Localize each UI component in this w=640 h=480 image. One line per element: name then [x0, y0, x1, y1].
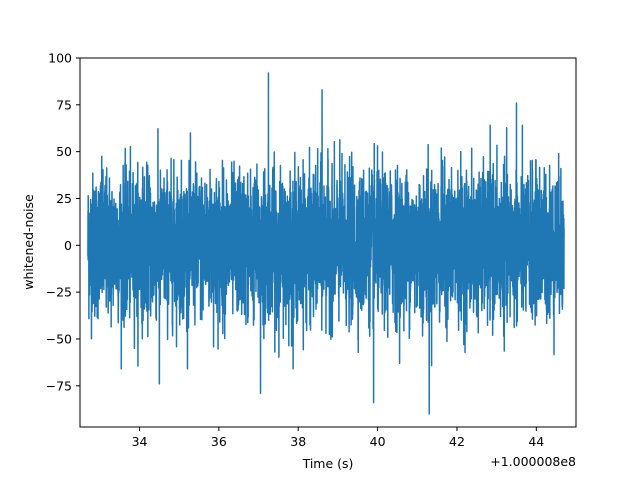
- x-axis-label: Time (s): [302, 456, 354, 471]
- x-tick-label: 38: [290, 434, 306, 449]
- y-tick-label: 25: [56, 191, 72, 206]
- y-tick-label: 50: [56, 144, 72, 159]
- x-tick-label: 42: [449, 434, 465, 449]
- x-tick-label: 44: [528, 434, 544, 449]
- x-tick-label: 36: [211, 434, 227, 449]
- axes-frame: [79, 57, 577, 428]
- plot-area: [87, 72, 565, 415]
- y-tick-label: −75: [46, 378, 72, 393]
- series-line: [87, 72, 565, 415]
- x-tick-label: 40: [370, 434, 386, 449]
- y-tick-label: −50: [46, 331, 72, 346]
- x-tick-label: 34: [132, 434, 148, 449]
- y-axis-label: whitened-noise: [21, 194, 36, 290]
- y-tick-label: −25: [46, 285, 72, 300]
- x-offset-label: +1.000008e8: [490, 454, 576, 469]
- y-tick-label: 100: [48, 51, 72, 66]
- y-tick-label: 75: [56, 97, 72, 112]
- y-tick-label: 0: [64, 238, 72, 253]
- y-axis: 100 75 50 25 0 −25 −50 −75: [46, 51, 80, 393]
- x-axis: 34 36 38 40 42 44: [132, 427, 544, 449]
